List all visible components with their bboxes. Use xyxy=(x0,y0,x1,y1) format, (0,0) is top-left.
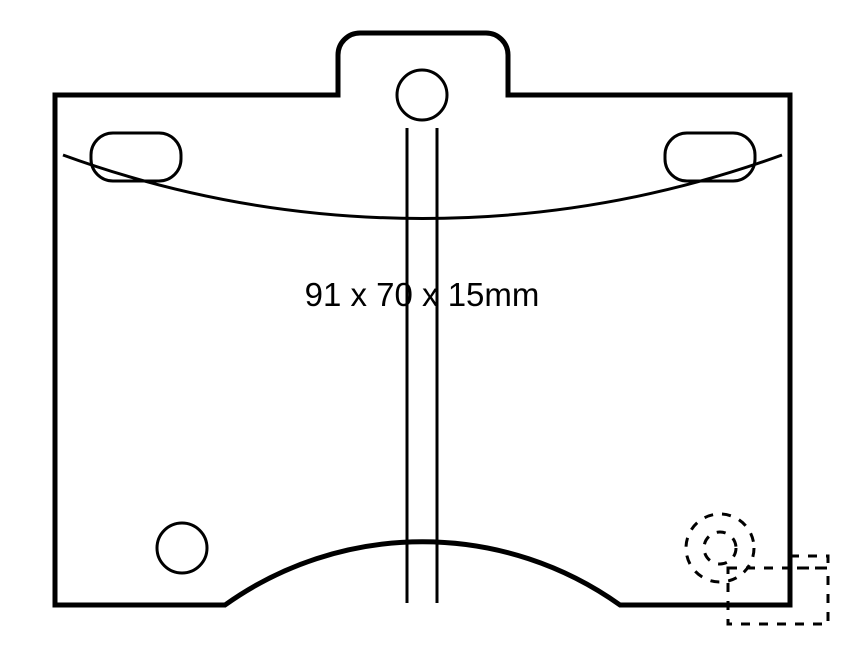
drawing-svg xyxy=(0,0,859,668)
dimension-label: 91 x 70 x 15mm xyxy=(305,276,540,314)
wear-sensor-tab xyxy=(790,556,828,568)
brake-pad-diagram: 91 x 70 x 15mm xyxy=(0,0,859,668)
